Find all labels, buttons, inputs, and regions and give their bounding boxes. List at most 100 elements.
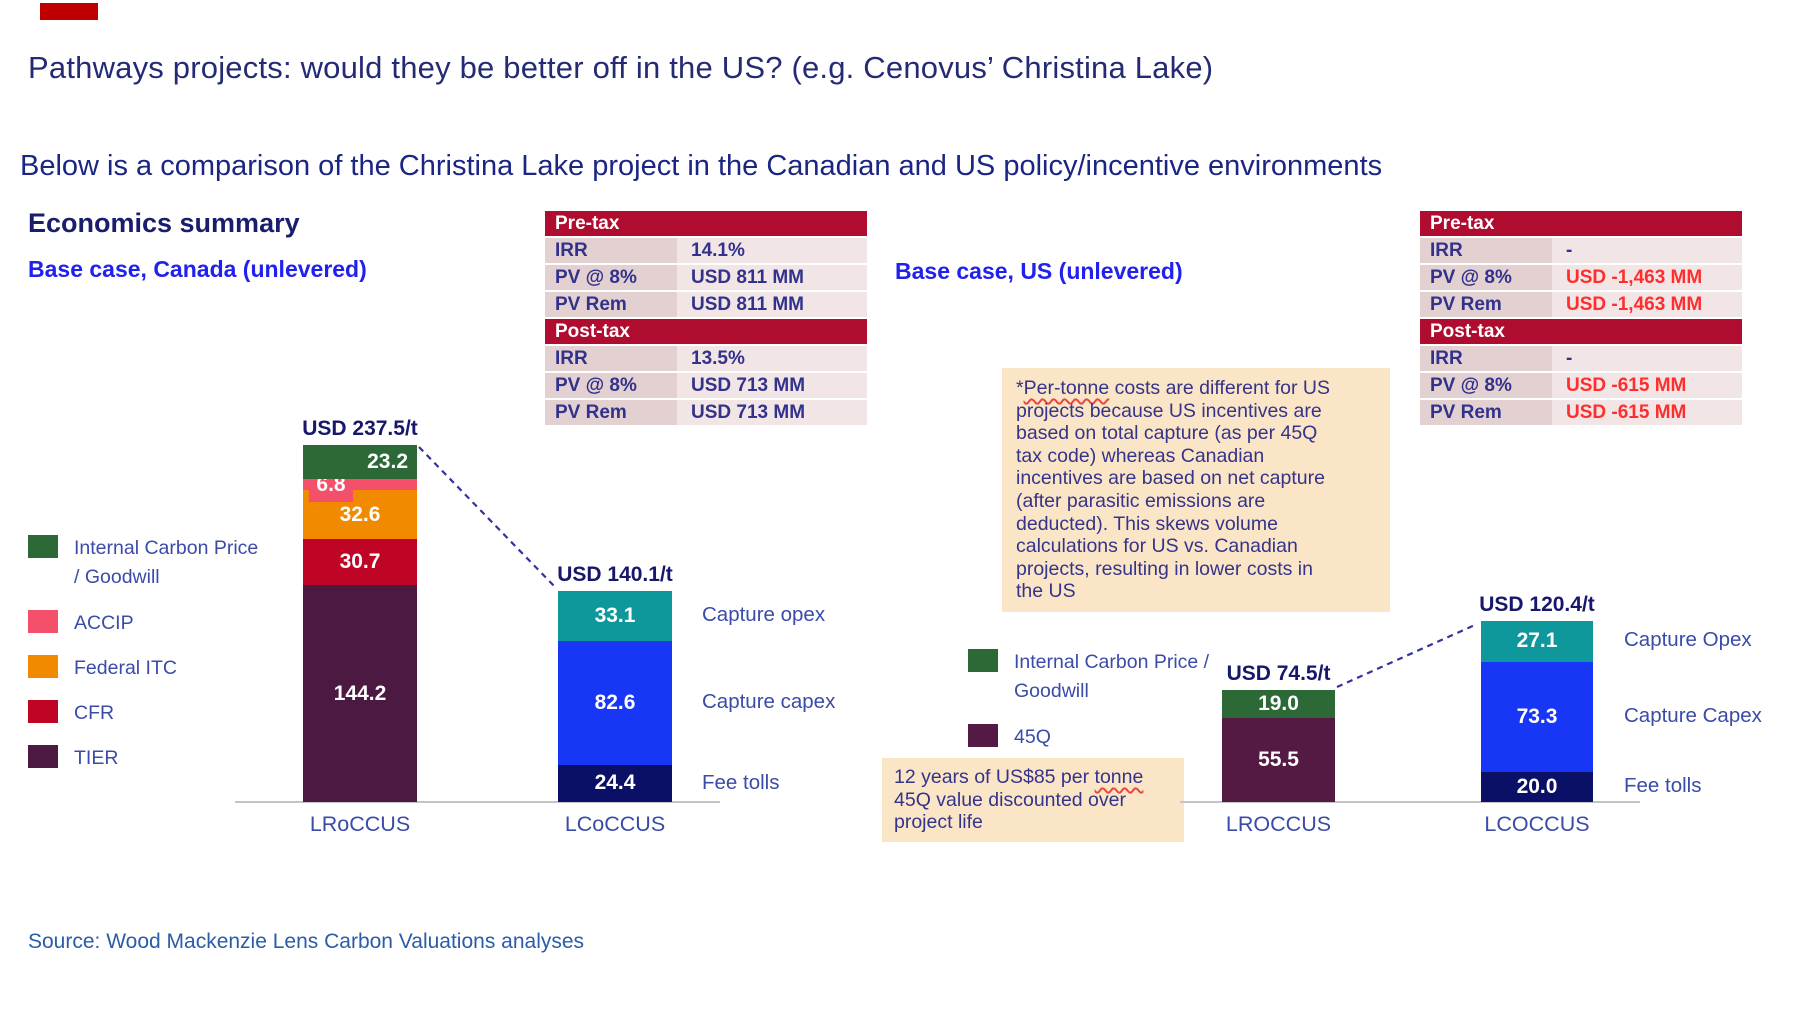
us-per-tonne-note: *Per-tonne costs are different for US pr… (1002, 368, 1390, 612)
table-row-label: IRR (1420, 346, 1552, 371)
bar-segment: 33.1 (558, 591, 672, 641)
table-row-label: PV @ 8% (1420, 373, 1552, 398)
bar-category-label: LCoCCUS (564, 812, 666, 836)
us-legend: Internal Carbon Price / Goodwill 45Q (968, 648, 1228, 752)
legend-swatch (28, 700, 58, 723)
table-row-label: IRR (1420, 238, 1552, 263)
segment-value: 82.6 (594, 690, 636, 714)
legend-label: Internal Carbon Price / Goodwill (74, 537, 259, 589)
table-row-value: USD -1,463 MM (1552, 265, 1742, 290)
table-row-label: PV Rem (1420, 292, 1552, 317)
segment-side-label: Capture capex (702, 690, 836, 714)
legend-label: CFR (74, 702, 115, 724)
table-row-value: USD 811 MM (677, 292, 867, 317)
segment-value: 23.2 (367, 449, 408, 473)
canada-economics-table: Pre-tax IRR 14.1% PV @ 8% USD 811 MM PV Rem US… (545, 211, 867, 427)
bar-total-label: USD 237.5/t (302, 416, 418, 440)
segment-side-label: Capture Opex (1624, 628, 1752, 652)
bar-segment: 30.7 (303, 538, 417, 585)
bar-segment: 24.4 (558, 765, 672, 802)
legend-label: Internal Carbon Price / Goodwill (1014, 651, 1210, 703)
table-row-value: USD -615 MM (1552, 400, 1742, 425)
segment-value: 33.1 (594, 604, 636, 628)
bar-segment: 27.1 (1481, 620, 1593, 662)
page-subtitle: Below is a comparison of the Christina L… (20, 150, 1383, 182)
table-row: IRR 13.5% (545, 346, 867, 373)
legend-item: TIER (28, 744, 278, 773)
table-section-header: Post-tax (1420, 319, 1742, 346)
bar-total-label: USD 120.4/t (1479, 592, 1595, 616)
bar-category-label: LCOCCUS (1484, 812, 1590, 836)
legend-swatch (968, 723, 998, 747)
us-chart-baseline (1180, 801, 1640, 803)
segment-side-label: Fee tolls (702, 770, 780, 794)
table-row: PV Rem USD -615 MM (1420, 400, 1742, 427)
45q-value-note: 12 years of US$85 per tonne 45Q value di… (882, 758, 1184, 842)
connector-line-canada (418, 446, 557, 589)
bar-segment: 19.0 (1222, 689, 1335, 719)
bar-category-label: LRoCCUS (309, 812, 411, 836)
table-row-label: IRR (545, 346, 677, 371)
table-row: PV @ 8% USD 811 MM (545, 265, 867, 292)
brand-accent-bar (40, 3, 98, 20)
table-section-header: Pre-tax (1420, 211, 1742, 238)
segment-side-label: Capture Capex (1624, 703, 1762, 727)
segment-value: 144.2 (333, 681, 387, 705)
segment-value: 27.1 (1516, 628, 1558, 652)
legend-swatch (28, 745, 58, 769)
table-row: PV @ 8% USD -615 MM (1420, 373, 1742, 400)
us-economics-table: Pre-tax IRR - PV @ 8% USD -1,463 MM PV Rem USD… (1420, 211, 1742, 427)
table-row-value: 13.5% (677, 346, 867, 371)
table-row: PV Rem USD 713 MM (545, 400, 867, 427)
segment-value: 24.4 (594, 771, 636, 795)
table-row: PV @ 8% USD -1,463 MM (1420, 265, 1742, 292)
legend-label: ACCIP (74, 611, 134, 634)
bar-segment: 20.0 (1481, 771, 1593, 802)
segment-side-label: Fee tolls (1624, 773, 1702, 797)
bar-segment: 82.6 (558, 640, 672, 766)
table-row-label: PV Rem (1420, 400, 1552, 425)
table-row-label: PV @ 8% (545, 373, 677, 398)
bar-segment: 73.3 (1481, 661, 1593, 772)
table-row-value: USD -615 MM (1552, 373, 1742, 398)
table-row: PV Rem USD 811 MM (545, 292, 867, 319)
table-row: PV Rem USD -1,463 MM (1420, 292, 1742, 319)
legend-item: Internal Carbon Price / Goodwill (28, 534, 278, 593)
legend-item: Federal ITC (28, 654, 278, 683)
legend-item: CFR (28, 699, 278, 728)
bar-total-label: USD 74.5/t (1226, 661, 1331, 685)
table-row-label: PV Rem (545, 292, 677, 317)
table-row-label: PV Rem (545, 400, 677, 425)
base-case-us-heading: Base case, US (unlevered) (895, 258, 1183, 284)
legend-label: Federal ITC (74, 656, 177, 679)
legend-item: Internal Carbon Price / Goodwill (968, 648, 1228, 707)
segment-value: 32.6 (339, 502, 381, 526)
bar-total-label: USD 140.1/t (557, 563, 673, 587)
table-row-value: - (1552, 238, 1742, 263)
bar-segment: 55.5 (1222, 718, 1335, 802)
table-row-value: USD -1,463 MM (1552, 292, 1742, 317)
segment-side-label: Capture opex (702, 603, 826, 627)
base-case-canada-heading: Base case, Canada (unlevered) (28, 256, 367, 282)
bar-category-label: LROCCUS (1225, 812, 1332, 836)
bar-segment: 144.2 (303, 584, 417, 802)
connector-line-us (1336, 622, 1478, 689)
squiggle-word: tonne (1094, 766, 1144, 788)
economics-summary-heading: Economics summary (28, 208, 300, 238)
segment-value: 19.0 (1258, 691, 1299, 715)
table-row-value: - (1552, 346, 1742, 371)
legend-label: 45Q (1014, 725, 1051, 748)
table-row-value: USD 811 MM (677, 265, 867, 290)
canada-legend: Internal Carbon Price / Goodwill ACCIP Fed… (28, 534, 278, 774)
page-title: Pathways projects: would they be better … (28, 50, 1214, 85)
bar-segment (303, 479, 417, 490)
segment-value: 20.0 (1516, 774, 1558, 798)
table-row: PV @ 8% USD 713 MM (545, 373, 867, 400)
legend-swatch (28, 654, 58, 678)
table-row-value: USD 713 MM (677, 400, 867, 425)
canada-chart-baseline (235, 801, 720, 803)
bar-segment: 32.6 (303, 489, 417, 539)
squiggle-word: Per-tonne (1023, 377, 1110, 399)
legend-label: TIER (74, 747, 119, 770)
